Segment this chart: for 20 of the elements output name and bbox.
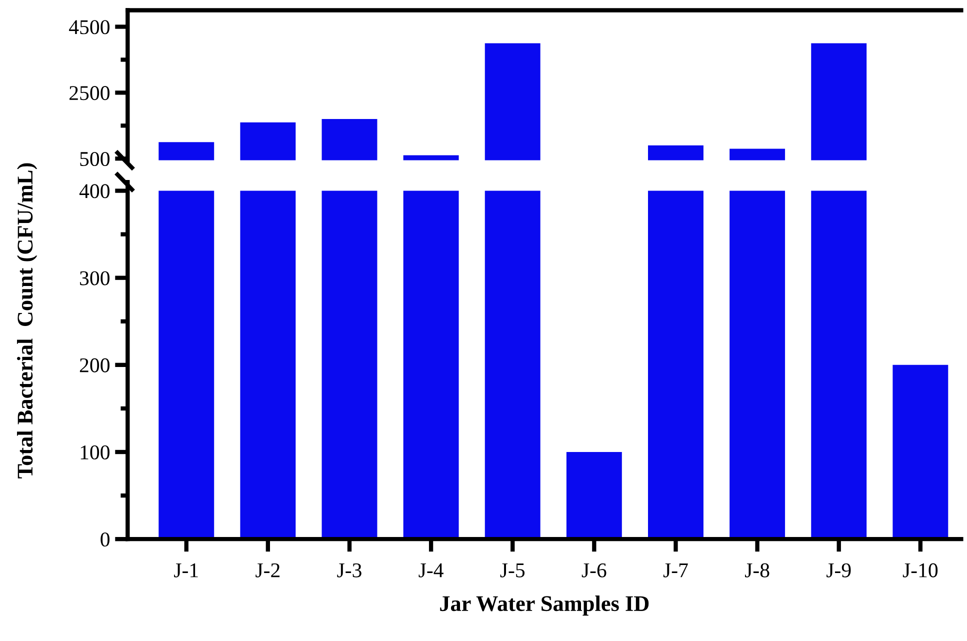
x-tick-label: J-5 bbox=[500, 564, 525, 578]
x-tick-label: J-7 bbox=[663, 564, 688, 578]
y-axis-title: Total Bacterial Count (CFU/mL) bbox=[17, 163, 38, 478]
x-tick-label: J-3 bbox=[337, 563, 362, 578]
x-tick-label: J-2 bbox=[256, 563, 280, 578]
y-tick-label: 2500 bbox=[70, 86, 110, 100]
y-tick-label: 500 bbox=[80, 152, 110, 166]
y-tick-label: 300 bbox=[80, 271, 110, 286]
x-axis-title: Jar Water Samples ID bbox=[440, 595, 649, 616]
x-tick-label: J-9 bbox=[826, 563, 851, 578]
y-tick-label: 200 bbox=[80, 358, 110, 372]
y-tick-label: 4500 bbox=[69, 20, 110, 34]
x-tick-label: J-1 bbox=[174, 563, 198, 578]
x-tick-label: J-8 bbox=[745, 563, 770, 578]
y-tick-label: 400 bbox=[79, 184, 110, 198]
x-tick-label: J-4 bbox=[418, 563, 444, 578]
x-tick-label: J-10 bbox=[902, 563, 938, 578]
x-tick-label: J-6 bbox=[582, 563, 606, 578]
y-tick-label: 100 bbox=[80, 445, 110, 460]
y-tick-label: 0 bbox=[100, 532, 110, 547]
